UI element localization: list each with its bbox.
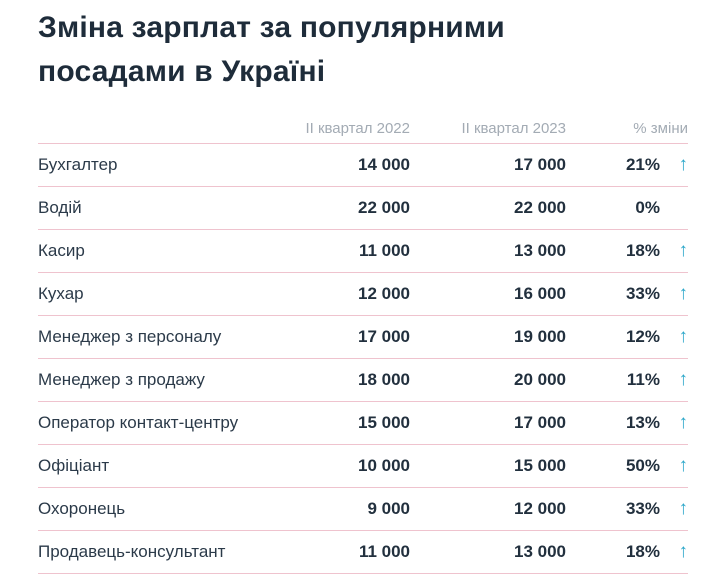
change-percent: 18% <box>625 542 660 561</box>
salary-q2-2023: 20 000 <box>514 370 566 389</box>
change-percent: 33% <box>625 284 660 303</box>
up-arrow-icon: ↑ <box>678 326 689 347</box>
table-row: Охоронець 9 000 12 000 33% ↑ <box>38 487 688 530</box>
table-row: Продавець-консультант 11 000 13 000 18% ↑ <box>38 530 688 574</box>
salary-q2-2023: 12 000 <box>514 499 566 518</box>
table-row: Бухгалтер 14 000 17 000 21% ↑ <box>38 143 688 186</box>
salary-q2-2023: 16 000 <box>514 284 566 303</box>
position-label: Кухар <box>38 284 84 303</box>
position-label: Менеджер з персоналу <box>38 327 222 346</box>
table-row: Водій 22 000 22 000 0% <box>38 186 688 229</box>
position-label: Бухгалтер <box>38 155 118 174</box>
up-arrow-icon: ↑ <box>678 541 689 562</box>
change-percent: 12% <box>625 327 660 346</box>
change-cell: 12% ↑ <box>566 326 688 348</box>
salary-q2-2023: 17 000 <box>514 155 566 174</box>
change-percent: 33% <box>625 499 660 518</box>
table-row: Кухар 12 000 16 000 33% ↑ <box>38 272 688 315</box>
position-label: Охоронець <box>38 499 126 518</box>
salary-q2-2023: 15 000 <box>514 456 566 475</box>
up-arrow-icon: ↑ <box>678 283 689 304</box>
up-arrow-icon: ↑ <box>678 455 689 476</box>
table-body: Бухгалтер 14 000 17 000 21% ↑ Водій 22 000 22 0… <box>38 143 688 574</box>
salary-q2-2023: 22 000 <box>514 198 566 217</box>
salary-q2-2022: 22 000 <box>358 198 410 217</box>
table-row: Оператор контакт-центру 15 000 17 000 13% ↑ <box>38 401 688 444</box>
table-row: Менеджер з продажу 18 000 20 000 11% ↑ <box>38 358 688 401</box>
up-arrow-icon: ↑ <box>678 369 689 390</box>
up-arrow-icon: ↑ <box>678 240 689 261</box>
change-cell: 0% <box>566 198 688 218</box>
table-row: Касир 11 000 13 000 18% ↑ <box>38 229 688 272</box>
salary-q2-2022: 15 000 <box>358 413 410 432</box>
change-percent: 0% <box>635 198 660 217</box>
salary-q2-2023: 17 000 <box>514 413 566 432</box>
change-cell: 18% ↑ <box>566 541 688 563</box>
position-label: Оператор контакт-центру <box>38 413 239 432</box>
table-row: Офіціант 10 000 15 000 50% ↑ <box>38 444 688 487</box>
change-cell: 50% ↑ <box>566 455 688 477</box>
up-arrow-icon: ↑ <box>678 498 689 519</box>
position-label: Менеджер з продажу <box>38 370 205 389</box>
change-cell: 21% ↑ <box>566 154 688 176</box>
change-cell: 33% ↑ <box>566 498 688 520</box>
position-label: Офіціант <box>38 456 110 475</box>
salary-table: ІІ квартал 2022 ІІ квартал 2023 % зміни … <box>38 113 688 574</box>
change-cell: 18% ↑ <box>566 240 688 262</box>
change-percent: 13% <box>625 413 660 432</box>
table-header-row: ІІ квартал 2022 ІІ квартал 2023 % зміни <box>38 113 688 143</box>
change-cell: 33% ↑ <box>566 283 688 305</box>
header-q2-2022: ІІ квартал 2022 <box>305 119 410 137</box>
salary-q2-2022: 17 000 <box>358 327 410 346</box>
salary-q2-2022: 9 000 <box>367 499 410 518</box>
salary-q2-2023: 19 000 <box>514 327 566 346</box>
change-percent: 18% <box>625 241 660 260</box>
table-row: Менеджер з персоналу 17 000 19 000 12% ↑ <box>38 315 688 358</box>
page-title: Зміна зарплат за популярними посадами в … <box>38 11 505 88</box>
salary-q2-2022: 18 000 <box>358 370 410 389</box>
salary-q2-2023: 13 000 <box>514 542 566 561</box>
up-arrow-icon: ↑ <box>678 154 689 175</box>
salary-q2-2022: 11 000 <box>358 241 410 260</box>
position-label: Водій <box>38 198 82 217</box>
change-cell: 11% ↑ <box>566 369 688 391</box>
change-percent: 21% <box>625 155 660 174</box>
salary-q2-2023: 13 000 <box>514 241 566 260</box>
salary-q2-2022: 12 000 <box>358 284 410 303</box>
position-label: Касир <box>38 241 85 260</box>
change-cell: 13% ↑ <box>566 412 688 434</box>
header-change-percent: % зміни <box>633 119 688 137</box>
header-q2-2023: ІІ квартал 2023 <box>461 119 566 137</box>
change-percent: 50% <box>625 456 660 475</box>
salary-q2-2022: 11 000 <box>358 542 410 561</box>
change-percent: 11% <box>626 370 660 389</box>
up-arrow-icon: ↑ <box>678 412 689 433</box>
position-label: Продавець-консультант <box>38 542 226 561</box>
salary-q2-2022: 10 000 <box>358 456 410 475</box>
salary-q2-2022: 14 000 <box>358 155 410 174</box>
